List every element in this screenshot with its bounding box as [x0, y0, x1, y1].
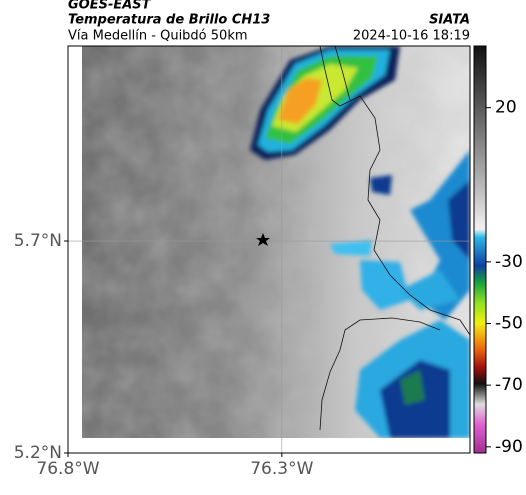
location-marker [256, 233, 270, 246]
colorbar-tick-label: -70 [495, 375, 523, 395]
x-tick-label: 76.3°W [250, 459, 313, 479]
source: SIATA [429, 13, 470, 28]
datetime: 2024-10-16 18:19 [353, 29, 470, 44]
colorbar-tick-label: 20 [495, 98, 517, 118]
colorbar [473, 45, 487, 454]
x-tick-label: 76.8°W [36, 459, 99, 479]
y-tick-label: 5.2°N [14, 443, 62, 463]
colorbar-tick-label: -30 [495, 252, 523, 272]
colorbar-tick-label: -50 [495, 314, 523, 334]
y-tick-label: 5.7°N [14, 231, 62, 251]
map-frame [67, 45, 471, 454]
subtitle: Temperatura de Brillo CH13 [68, 13, 270, 28]
title: GOES-EAST [68, 0, 152, 13]
colorbar-tick-label: -90 [495, 437, 523, 457]
satellite-image [82, 46, 470, 438]
route: Vía Medellín - Quibdó 50km [68, 29, 248, 44]
